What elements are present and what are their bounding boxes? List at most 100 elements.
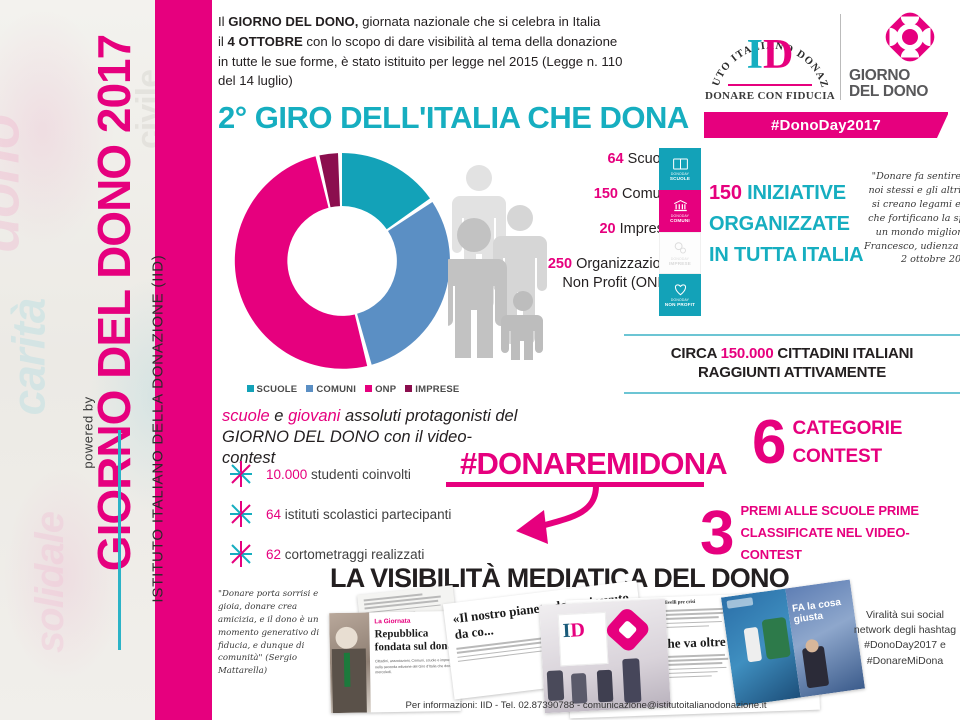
intro-line3: in tutte le sue forme, è stato istituito…: [218, 53, 623, 69]
intro-line1-pre: Il: [218, 14, 229, 29]
divider: [118, 430, 121, 650]
iniziative-line3: IN TUTTA ITALIA: [709, 244, 864, 266]
curved-arrow-icon: [516, 485, 599, 544]
categorie-line1: CATEGORIE: [792, 417, 903, 439]
asterisk-icon: [230, 501, 252, 527]
gdd-diamond-icon: [885, 12, 935, 62]
scuole-word-2: e: [269, 407, 289, 425]
donut-chart: SCUOLE COMUNI ONP IMPRESE: [224, 148, 464, 398]
organization-label: ISTITUTO ITALIANO DELLA DONAZIONE (IID): [149, 254, 167, 603]
book-icon: [672, 158, 688, 169]
heart-icon: [674, 284, 686, 296]
hashtag-underline: [446, 482, 704, 487]
sidebar: dono carità civile comunità solidale GIO…: [0, 0, 212, 720]
stat-label-onp: Organizzazioni: [576, 256, 672, 273]
circa-number: 150.000: [720, 345, 774, 362]
scuole-word-3: giovani: [288, 407, 341, 425]
donut-slice-scuole: [342, 153, 430, 230]
premi-words: PREMI ALLE SCUOLE PRIME CLASSIFICATE NEL…: [740, 500, 960, 566]
viralita-text: Viralità sui social network degli hashta…: [853, 609, 957, 667]
legend-item-comuni: COMUNI: [306, 384, 356, 395]
hashtag-ribbon: #DonoDay2017: [704, 112, 949, 138]
legend-swatch-scuole: [246, 385, 254, 392]
stat-num-comuni: 150: [593, 186, 618, 203]
event-photo: ID: [539, 598, 671, 714]
bullet-list: 10.000 studenti coinvolti 64 istituti sc…: [226, 458, 526, 578]
legend-item-scuole: SCUOLE: [246, 384, 298, 395]
tile-non-profit: DONODAY NON PROFIT: [659, 274, 701, 316]
iniziative-number: 150: [709, 182, 742, 204]
legend-item-imprese: IMPRESE: [405, 384, 459, 395]
ghost-word: carità: [2, 298, 55, 416]
press-clipping-tv: FA la cosa giusta: [720, 579, 866, 707]
circa-post: CITTADINI ITALIANI: [773, 345, 914, 362]
scuole-lead-line2: GIORNO DEL DONO con il video-contest: [222, 428, 473, 468]
list-item: 64 istituti scolastici partecipanti: [226, 498, 526, 530]
donut-slice-comuni: [357, 202, 450, 365]
tile-kicker-comuni: DONODAY: [670, 214, 690, 218]
pink-accent-strip: [155, 0, 212, 720]
iid-letter-d: D: [763, 32, 794, 78]
scuole-word-4: assoluti protagonisti del: [340, 407, 518, 425]
stat-row-scuole: 64 Scuole: [494, 150, 672, 168]
tile-kicker-non-profit: DONODAY: [670, 298, 690, 302]
bullet-text: 10.000 studenti coinvolti: [266, 467, 411, 482]
intro-line2-bold: 4 OTTOBRE: [227, 33, 303, 49]
legend-label-onp: ONP: [375, 384, 397, 395]
section-title-giro: 2° GIRO DELL'ITALIA CHE DONA: [218, 100, 689, 135]
intro-line2-pre: il: [218, 33, 228, 49]
legend-item-onp: ONP: [365, 384, 396, 395]
iniziative-callout: 150 INIZIATIVE ORGANIZZATE IN TUTTA ITAL…: [709, 178, 869, 271]
clip-photo: [329, 612, 371, 714]
gdd-line1: GIORNO: [849, 67, 911, 84]
hashtag-donaremidona: #DONAREMIDONA: [460, 446, 728, 481]
tile-kicker-scuole: DONODAY: [670, 171, 690, 176]
donut-slice-imprese: [319, 153, 340, 208]
clip-kicker: La Giornata: [374, 617, 411, 626]
bullet-label: studenti coinvolti: [307, 466, 411, 482]
footer-contact: Per informazioni: IID - Tel. 02.87390788…: [405, 700, 767, 711]
intro-paragraph: Il GIORNO DEL DONO, giornata nazionale c…: [218, 12, 698, 91]
people-silhouettes-icon: [448, 165, 547, 360]
hashtag-ribbon-label: #DonoDay2017: [771, 116, 881, 134]
stat-num-onp: 250: [547, 256, 573, 273]
bullet-num: 64: [266, 506, 282, 522]
ghost-word: solidale: [27, 512, 72, 653]
stat-num-imprese: 20: [599, 221, 616, 238]
premi-line2: CLASSIFICATE NEL VIDEO-CONTEST: [740, 525, 910, 563]
circa-rule-bottom: [624, 391, 960, 394]
stat-row-imprese: 20 Imprese: [494, 220, 672, 238]
iid-letters: ID: [700, 34, 840, 76]
gdd-logo: GIORNO DEL DONO: [845, 6, 952, 110]
premi-number: 3: [700, 498, 735, 568]
asterisk-icon: [230, 461, 252, 487]
tile-label-imprese: IMPRESE: [668, 260, 692, 266]
intro-line4: del 14 luglio): [218, 73, 293, 89]
categorie-contest-callout: 6 CATEGORIE CONTEST: [752, 411, 903, 473]
legend-swatch-imprese: [405, 385, 413, 392]
tile-label-scuole: SCUOLE: [669, 175, 691, 181]
list-item: 10.000 studenti coinvolti: [226, 458, 526, 490]
list-item: 62 cortometraggi realizzati: [226, 538, 526, 570]
logo-block: ISTITUTO ITALIANO DONAZIONE ID DONARE CO…: [700, 4, 952, 142]
tv-caption: FA la cosa giusta: [791, 596, 842, 626]
circa-callout: CIRCA 150.000 CITTADINI ITALIANI RAGGIUN…: [624, 334, 960, 394]
stat-label-onp-2: Non Profit (ONP): [562, 274, 672, 291]
premi-callout: 3 PREMI ALLE SCUOLE PRIME CLASSIFICATE N…: [700, 500, 960, 566]
stat-row-onp: 250 Organizzazioni Non Profit (ONP): [494, 255, 672, 291]
powered-by-label: powered by: [80, 396, 96, 469]
section-title-visibilita: LA VISIBILITÀ MEDIATICA DEL DONO: [330, 563, 790, 593]
main-content: Il GIORNO DEL DONO, giornata nazionale c…: [212, 0, 960, 720]
donut-chart-svg: [234, 153, 450, 369]
iid-underline: [728, 84, 812, 86]
press-clipping-event-photo: ID: [539, 598, 671, 714]
logo-row: ISTITUTO ITALIANO DONAZIONE ID DONARE CO…: [700, 6, 952, 110]
iid-tagline: DONARE CON FIDUCIA: [704, 90, 836, 102]
stats-list: 64 Scuole 150 Comuni 20 Imprese 250 Orga…: [494, 150, 672, 309]
bullet-text: 64 istituti scolastici partecipanti: [266, 507, 451, 522]
bullet-num: 10.000: [266, 466, 308, 482]
premi-line1: PREMI ALLE SCUOLE PRIME: [740, 503, 919, 518]
legend-label-comuni: COMUNI: [316, 384, 357, 395]
bullet-label: cortometraggi realizzati: [281, 546, 425, 562]
legend-swatch-onp: [365, 385, 373, 392]
